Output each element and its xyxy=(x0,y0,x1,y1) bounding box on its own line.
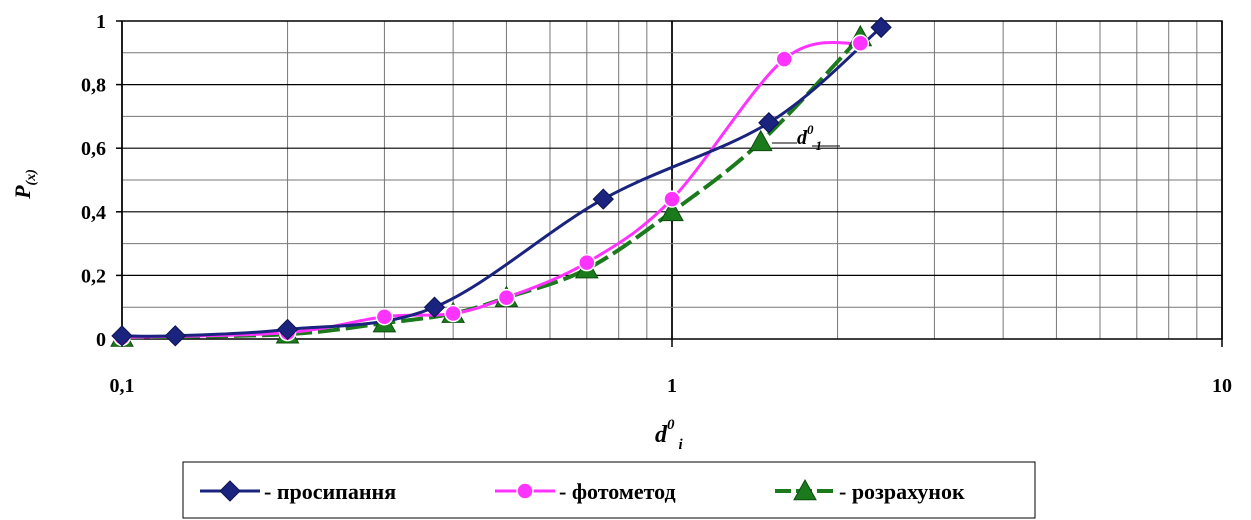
legend-swatch-marker xyxy=(516,482,534,500)
series-line-3 xyxy=(121,35,862,340)
x-tick-label: 10 xyxy=(1212,375,1232,397)
legend-label: - фотометод xyxy=(559,479,676,504)
legend-box xyxy=(182,461,1036,519)
legend-label: - розрахунок xyxy=(839,479,965,504)
series-1-point xyxy=(870,16,892,39)
x-tick-label: 1 xyxy=(667,375,677,397)
series-markers xyxy=(110,16,892,347)
tick-labels: 00,20,40,60,810,1 1 10 xyxy=(81,11,1232,397)
y-axis-label-sub: (x) xyxy=(24,169,39,185)
legend-swatch-marker xyxy=(219,480,241,502)
y-tick-label: 0,8 xyxy=(81,75,106,97)
series-1-point xyxy=(758,112,780,134)
x-tick-label: 0,1 xyxy=(110,375,135,397)
series-1-point xyxy=(164,325,187,347)
series-2-point xyxy=(663,190,681,208)
legend-label: - просипання xyxy=(264,479,396,504)
series-line-2 xyxy=(121,40,861,339)
series-1-point xyxy=(592,188,614,210)
grid xyxy=(121,21,1223,339)
y-tick-label: 1 xyxy=(96,11,106,33)
series-2-point xyxy=(497,288,516,307)
series-2-point xyxy=(444,304,462,323)
y-tick-label: 0,4 xyxy=(81,202,106,224)
series-1-point xyxy=(276,318,299,341)
series-line-1 xyxy=(121,26,883,338)
x-axis-label-sub: i xyxy=(679,437,684,453)
annotation-main: d xyxy=(797,127,808,149)
series-2-point xyxy=(375,307,394,326)
series-3-point xyxy=(748,129,773,152)
series-2-point xyxy=(578,253,596,272)
legend: - просипання - фотометод - розрахунок xyxy=(200,478,965,504)
x-axis-label-sup: 0 xyxy=(667,417,675,433)
annotation-label: d01 xyxy=(797,122,822,153)
y-axis-label: P(x) xyxy=(10,169,39,200)
y-axis-label-main: P xyxy=(10,185,35,200)
series-1-point xyxy=(423,296,446,318)
y-tick-label: 0,2 xyxy=(81,265,106,287)
x-axis-label: d0i xyxy=(655,417,684,453)
y-tick-label: 0 xyxy=(96,329,106,351)
annotation-sub: 1 xyxy=(816,138,823,153)
series-3-point xyxy=(660,199,684,222)
legend-swatch-marker xyxy=(793,478,817,501)
series-1-point xyxy=(111,325,133,347)
series-2-point xyxy=(851,34,870,53)
series-2-point xyxy=(775,50,794,68)
x-axis-label-main: d xyxy=(655,422,668,448)
annotation-sup: 0 xyxy=(807,122,814,137)
y-tick-label: 0,6 xyxy=(81,138,106,160)
